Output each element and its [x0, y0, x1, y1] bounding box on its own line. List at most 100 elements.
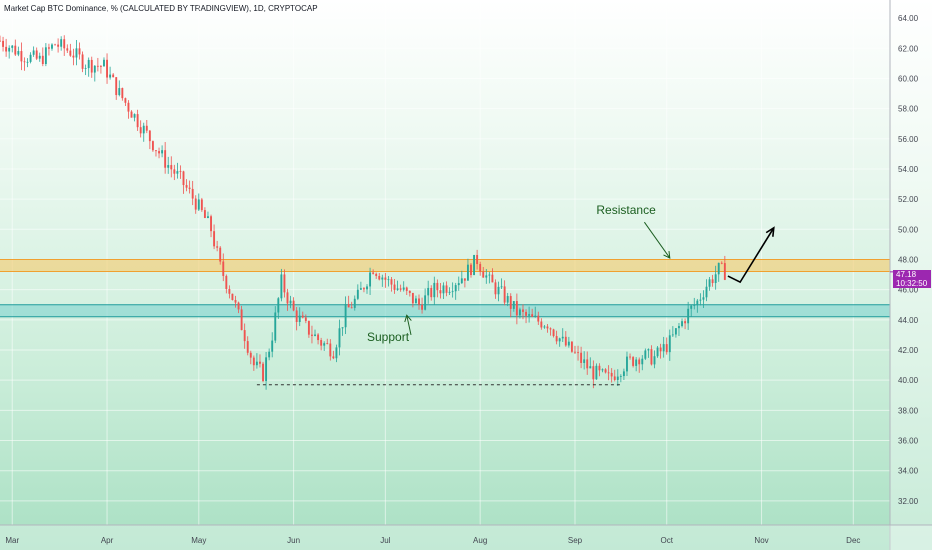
- x-tick-label: Dec: [846, 536, 860, 545]
- candle-body: [109, 74, 112, 78]
- candle-body: [219, 247, 222, 262]
- x-tick-label: Jun: [287, 536, 300, 545]
- y-tick-label: 32.00: [898, 497, 919, 506]
- candle-body: [158, 151, 160, 154]
- resistance-arrow: [643, 221, 671, 259]
- candle-body: [436, 282, 439, 291]
- candle-body: [14, 45, 17, 55]
- time-axis: [0, 525, 932, 550]
- candle-body: [265, 357, 268, 382]
- candle-body: [17, 51, 20, 55]
- candle-body: [518, 309, 521, 316]
- candle-body: [167, 165, 170, 168]
- candle-body: [668, 335, 671, 353]
- candle-body: [684, 321, 687, 324]
- x-tick-label: Apr: [101, 536, 114, 545]
- candle-body: [210, 216, 212, 232]
- candle-body: [63, 39, 66, 49]
- candle-body: [182, 171, 185, 186]
- candle-body: [687, 308, 690, 324]
- candle-body: [448, 291, 451, 293]
- candle-body: [44, 47, 47, 65]
- candle-body: [2, 40, 5, 47]
- candle-body: [194, 198, 197, 210]
- y-tick-label: 40.00: [898, 376, 919, 385]
- candle-body: [497, 286, 500, 295]
- candle-body: [411, 292, 414, 304]
- candle-body: [414, 298, 417, 304]
- candle-body: [289, 300, 292, 304]
- candle-body: [118, 88, 121, 96]
- candle-body: [271, 340, 274, 352]
- x-tick-label: Mar: [5, 536, 19, 545]
- candle-body: [418, 298, 420, 305]
- y-tick-label: 54.00: [898, 165, 919, 174]
- candle-body: [142, 125, 145, 134]
- candle-body: [408, 290, 411, 293]
- candle-body: [463, 278, 466, 281]
- candle-body: [384, 277, 387, 280]
- candle-body: [601, 369, 604, 371]
- candle-body: [424, 295, 427, 310]
- candle-body: [457, 283, 460, 286]
- candle-body: [148, 130, 151, 142]
- candle-body: [399, 288, 402, 290]
- y-tick-label: 48.00: [898, 255, 919, 264]
- candle-body: [335, 347, 338, 359]
- candle-body: [595, 365, 598, 380]
- candle-body: [0, 40, 1, 42]
- candle-body: [353, 298, 356, 308]
- candle-body: [47, 47, 50, 49]
- x-tick-label: May: [191, 536, 206, 545]
- candle-body: [375, 273, 378, 276]
- candle-body: [106, 59, 108, 78]
- resistance-label: Resistance: [596, 203, 656, 217]
- x-tick-label: Nov: [754, 536, 768, 545]
- candle-body: [347, 304, 350, 308]
- candle-body: [38, 55, 41, 59]
- candle-body: [161, 150, 164, 154]
- candle-body: [69, 50, 72, 56]
- candle-body: [512, 301, 515, 309]
- candle-body: [473, 254, 476, 276]
- candle-body: [494, 282, 497, 295]
- candle-body: [139, 127, 142, 134]
- candle-body: [509, 296, 512, 309]
- candle-body: [307, 320, 310, 335]
- candle-body: [564, 336, 567, 346]
- candle-body: [656, 347, 659, 357]
- candle-body: [240, 309, 243, 331]
- candle-body: [292, 300, 295, 311]
- candle-body: [555, 336, 558, 342]
- candle-body: [145, 125, 148, 131]
- candle-body: [304, 317, 307, 321]
- y-tick-label: 34.00: [898, 467, 919, 476]
- chart-title: Market Cap BTC Dominance, % (CALCULATED …: [4, 4, 318, 13]
- candle-body: [32, 50, 35, 55]
- candle-body: [690, 305, 693, 309]
- candle-body: [549, 328, 552, 330]
- candle-body: [708, 279, 711, 287]
- candle-body: [75, 48, 78, 58]
- candle-body: [723, 263, 726, 280]
- candle-body: [720, 262, 723, 264]
- candle-body: [72, 55, 75, 58]
- x-tick-label: Oct: [661, 536, 674, 545]
- last-price-value: 47.18: [896, 270, 917, 279]
- candle-body: [262, 363, 264, 382]
- candle-body: [479, 264, 482, 272]
- y-tick-label: 38.00: [898, 406, 919, 415]
- candle-body: [577, 352, 579, 354]
- candle-body: [311, 334, 313, 336]
- candle-body: [277, 298, 280, 313]
- y-tick-label: 36.00: [898, 437, 919, 446]
- candle-body: [200, 199, 203, 211]
- candle-body: [366, 286, 368, 290]
- candle-body: [525, 311, 527, 316]
- candle-body: [421, 304, 424, 310]
- y-tick-label: 64.00: [898, 14, 919, 23]
- candle-body: [87, 59, 90, 69]
- y-tick-label: 60.00: [898, 74, 919, 83]
- candle-body: [693, 305, 696, 306]
